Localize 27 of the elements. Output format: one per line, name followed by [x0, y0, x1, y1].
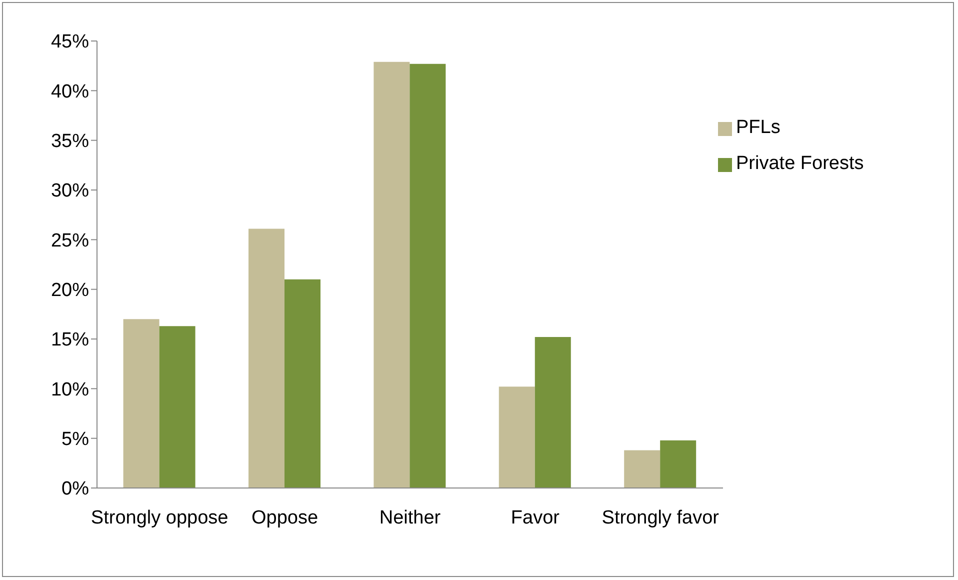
legend-label: Private Forests	[736, 153, 864, 174]
y-tick-label: 0%	[62, 478, 90, 500]
bar	[159, 326, 196, 488]
y-tick-label: 10%	[50, 379, 90, 400]
y-tick-label: 25%	[50, 230, 90, 252]
x-tick-label: Strongly oppose	[90, 507, 228, 528]
legend-label: PFLs	[736, 117, 780, 138]
bar	[374, 62, 410, 488]
y-tick-label: 45%	[50, 32, 90, 53]
bar	[660, 440, 696, 488]
bar	[624, 450, 660, 488]
x-tick-label: Oppose	[252, 507, 318, 528]
bar	[534, 337, 571, 488]
y-tick-label: 5%	[62, 429, 90, 450]
y-tick-label: 15%	[50, 330, 90, 351]
y-tick-label: 35%	[50, 131, 90, 152]
bar	[123, 319, 160, 488]
bar	[248, 228, 284, 488]
x-tick-label: Favor	[510, 507, 560, 528]
y-tick-label: 40%	[50, 81, 90, 102]
y-tick-label: 30%	[50, 180, 90, 202]
x-tick-label: Neither	[379, 507, 442, 528]
bar	[498, 386, 535, 488]
bar	[284, 279, 320, 488]
bar	[410, 64, 446, 488]
x-tick-label: Strongly favor	[602, 507, 720, 528]
y-tick-label: 20%	[50, 280, 90, 302]
